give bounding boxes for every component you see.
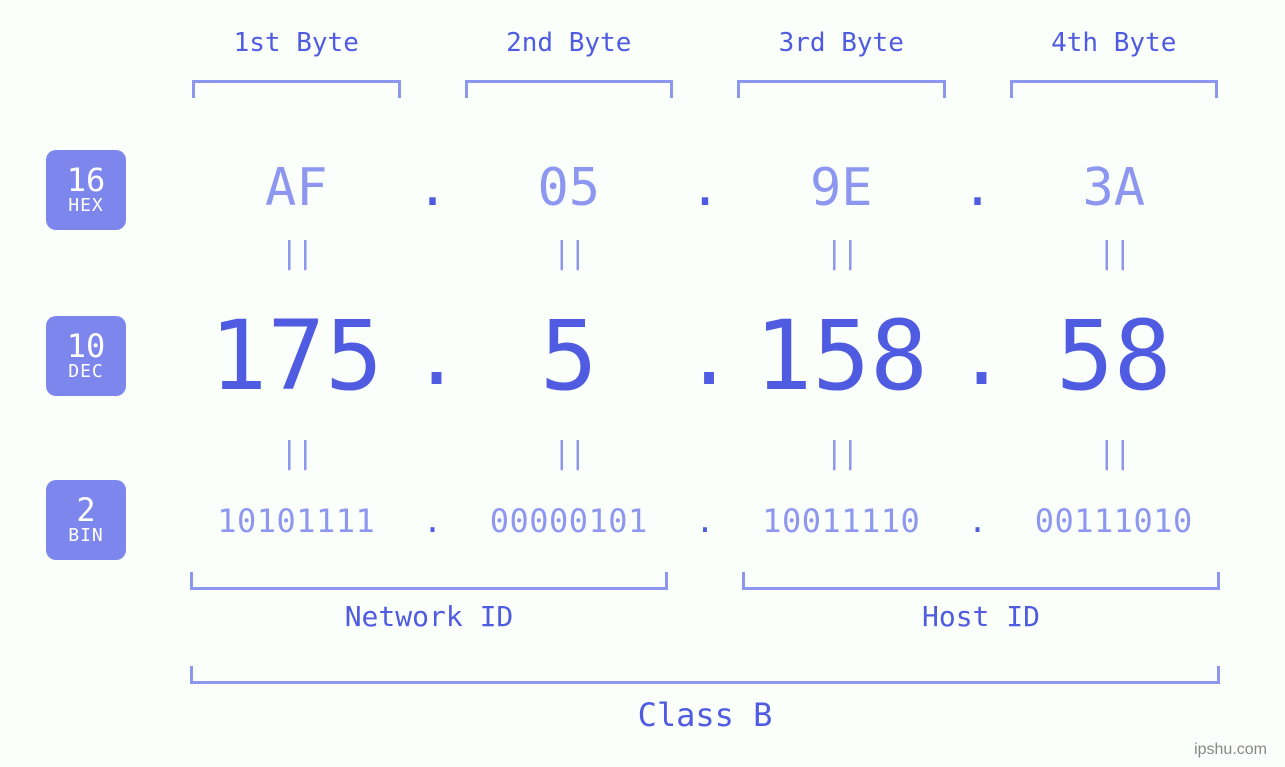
class-bracket — [190, 666, 1220, 684]
bin-dot-3: . — [958, 502, 998, 540]
bracket-byte-2 — [465, 80, 674, 98]
hex-dot-2: . — [685, 158, 725, 218]
dec-badge: 10 DEC — [46, 316, 126, 396]
class-label: Class B — [190, 696, 1220, 734]
dec-dot-3: . — [958, 310, 998, 403]
hex-byte-1: AF — [180, 158, 413, 218]
byte-brackets-row — [180, 72, 1230, 98]
eq-1-4: || — [998, 236, 1231, 271]
eq-1-2: || — [453, 236, 686, 271]
eq-2-4: || — [998, 436, 1231, 471]
bin-dot-2: . — [685, 502, 725, 540]
dec-dot-1: . — [413, 310, 453, 403]
eq-row-1: || || || || — [180, 236, 1230, 271]
hex-badge-label: HEX — [68, 197, 104, 216]
byte-label-3: 3rd Byte — [725, 28, 958, 58]
byte-label-1: 1st Byte — [180, 28, 413, 58]
hex-row: AF . 05 . 9E . 3A — [180, 158, 1230, 218]
bin-badge-num: 2 — [76, 494, 95, 528]
bin-byte-3: 10011110 — [725, 502, 958, 540]
eq-1-3: || — [725, 236, 958, 271]
dec-byte-1: 175 — [180, 300, 413, 412]
hex-byte-2: 05 — [453, 158, 686, 218]
class-group: Class B — [190, 666, 1220, 734]
bin-byte-2: 00000101 — [453, 502, 686, 540]
eq-row-2: || || || || — [180, 436, 1230, 471]
hex-dot-3: . — [958, 158, 998, 218]
network-id-label: Network ID — [190, 600, 668, 633]
dec-byte-2: 5 — [453, 300, 686, 412]
hex-badge: 16 HEX — [46, 150, 126, 230]
eq-2-3: || — [725, 436, 958, 471]
byte-label-2: 2nd Byte — [453, 28, 686, 58]
bracket-byte-3 — [737, 80, 946, 98]
hex-dot-1: . — [413, 158, 453, 218]
dec-badge-num: 10 — [67, 330, 106, 364]
network-id-group: Network ID — [190, 572, 668, 633]
bin-byte-1: 10101111 — [180, 502, 413, 540]
host-id-label: Host ID — [742, 600, 1220, 633]
bin-badge-label: BIN — [68, 527, 104, 546]
eq-2-1: || — [180, 436, 413, 471]
dec-badge-label: DEC — [68, 363, 104, 382]
hex-byte-3: 9E — [725, 158, 958, 218]
bin-dot-1: . — [413, 502, 453, 540]
bracket-byte-4 — [1010, 80, 1219, 98]
bin-byte-4: 00111010 — [998, 502, 1231, 540]
bin-row: 10101111 . 00000101 . 10011110 . 0011101… — [180, 502, 1230, 540]
host-id-group: Host ID — [742, 572, 1220, 633]
eq-1-1: || — [180, 236, 413, 271]
hex-byte-4: 3A — [998, 158, 1231, 218]
dec-row: 175 . 5 . 158 . 58 — [180, 300, 1230, 412]
byte-label-4: 4th Byte — [998, 28, 1231, 58]
eq-2-2: || — [453, 436, 686, 471]
hex-badge-num: 16 — [67, 164, 106, 198]
byte-labels-row: 1st Byte 2nd Byte 3rd Byte 4th Byte — [180, 28, 1230, 58]
dec-byte-3: 158 — [725, 300, 958, 412]
host-bracket — [742, 572, 1220, 590]
network-bracket — [190, 572, 668, 590]
bracket-byte-1 — [192, 80, 401, 98]
bin-badge: 2 BIN — [46, 480, 126, 560]
dec-dot-2: . — [685, 310, 725, 403]
watermark: ipshu.com — [1194, 741, 1267, 759]
dec-byte-4: 58 — [998, 300, 1231, 412]
